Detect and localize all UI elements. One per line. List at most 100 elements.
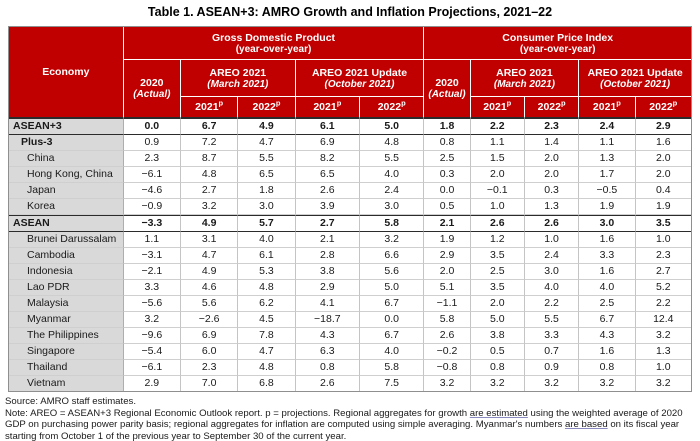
value-cell: 1.3 — [524, 199, 580, 215]
value-cell: 1.0 — [470, 199, 525, 215]
table-row: Malaysia −5.6 5.6 6.2 4.1 6.7 −1.1 2.0 2.2 2.5 2.2 — [9, 296, 691, 312]
economy-cell: Brunei Darussalam — [9, 232, 124, 248]
table-row: Singapore −5.4 6.0 4.7 6.3 4.0 −0.2 0.5 0.7 1.6 1.… — [9, 344, 691, 360]
value-cell: 2.5 — [470, 264, 525, 280]
value-cell: 1.6 — [579, 232, 636, 248]
value-cell: 0.8 — [424, 135, 471, 151]
value-cell: 4.9 — [238, 118, 296, 135]
table-row: Cambodia −3.1 4.7 6.1 2.8 6.6 2.9 3.5 2.4 3.3 2.3 — [9, 248, 691, 264]
note-underlined-phrase: are estimated — [469, 407, 528, 419]
economy-cell: Myanmar — [9, 312, 124, 328]
value-cell: 4.1 — [295, 296, 360, 312]
table-row: Vietnam 2.9 7.0 6.8 2.6 7.5 3.2 3.2 3.2 3.2 3.2 — [9, 376, 691, 391]
value-cell: 4.7 — [238, 344, 296, 360]
cpi-areo-march-sublabel: (March 2021) — [493, 78, 555, 90]
gdp-2020-label: 2020 — [140, 77, 164, 89]
value-cell: −6.1 — [123, 360, 181, 376]
value-cell: 12.4 — [635, 312, 691, 328]
economy-cell: Malaysia — [9, 296, 124, 312]
value-cell: 5.3 — [238, 264, 296, 280]
value-cell: 3.8 — [295, 264, 360, 280]
value-cell: 2.0 — [635, 167, 691, 183]
value-cell: −6.1 — [123, 167, 181, 183]
economy-cell: Thailand — [9, 360, 124, 376]
value-cell: −0.9 — [123, 199, 181, 215]
value-cell: 5.6 — [360, 264, 425, 280]
value-cell: 3.0 — [524, 264, 580, 280]
value-cell: 4.7 — [180, 248, 239, 264]
value-cell: 2.0 — [470, 167, 525, 183]
gdp-2020-actual-header: 2020 (Actual) — [123, 60, 181, 118]
economy-cell: China — [9, 151, 124, 167]
value-cell: 1.9 — [579, 199, 636, 215]
value-cell: 2.3 — [635, 248, 691, 264]
value-cell: 5.0 — [360, 118, 425, 135]
cpi-areo-update-header: AREO 2021 Update (October 2021) — [579, 60, 691, 97]
value-cell: 8.2 — [295, 151, 360, 167]
table-notes: Source: AMRO staff estimates. Note: AREO… — [5, 396, 695, 441]
value-cell: −0.5 — [579, 183, 636, 199]
value-cell: −5.4 — [123, 344, 181, 360]
value-cell: 2.9 — [424, 248, 471, 264]
value-cell: 3.2 — [360, 232, 425, 248]
value-cell: 6.2 — [238, 296, 296, 312]
table-title: Table 1. ASEAN+3: AMRO Growth and Inflat… — [147, 5, 553, 19]
economy-cell: ASEAN+3 — [9, 118, 124, 135]
value-cell: 2.2 — [635, 296, 691, 312]
table-header: Economy Gross Domestic Product (year-ove… — [9, 27, 691, 118]
value-cell: 7.2 — [180, 135, 239, 151]
economy-cell: Japan — [9, 183, 124, 199]
source-line: Source: AMRO staff estimates. — [5, 396, 136, 407]
table-row: Korea −0.9 3.2 3.0 3.9 3.0 0.5 1.0 1.3 1.9 1.9 — [9, 199, 691, 215]
value-cell: 0.3 — [424, 167, 471, 183]
economy-column-header: Economy — [9, 27, 124, 118]
table-row: ASEAN+3 0.0 6.7 4.9 6.1 5.0 1.8 2.2 2.3 2.4 2.9 — [9, 118, 691, 135]
value-cell: 2.8 — [295, 248, 360, 264]
value-cell: 2.0 — [635, 151, 691, 167]
value-cell: 2.6 — [295, 376, 360, 391]
gdp-areo-update-header: AREO 2021 Update (October 2021) — [295, 60, 425, 97]
value-cell: 2.4 — [360, 183, 425, 199]
economy-cell: Korea — [9, 199, 124, 215]
value-cell: 1.3 — [635, 344, 691, 360]
value-cell: −18.7 — [295, 312, 360, 328]
economy-cell: Lao PDR — [9, 280, 124, 296]
cpi-group-sublabel: (year-over-year) — [519, 43, 596, 55]
value-cell: 0.0 — [123, 118, 181, 135]
value-cell: 5.5 — [360, 151, 425, 167]
value-cell: 3.3 — [524, 328, 580, 344]
cpi-march-2022p-header: 2022p — [524, 97, 580, 118]
value-cell: 2.5 — [579, 296, 636, 312]
value-cell: 4.5 — [238, 312, 296, 328]
cpi-2020-label: 2020 — [435, 77, 459, 89]
value-cell: 2.0 — [524, 167, 580, 183]
value-cell: 0.7 — [524, 344, 580, 360]
value-cell: 1.1 — [470, 135, 525, 151]
value-cell: 3.5 — [635, 215, 691, 232]
value-cell: 2.7 — [180, 183, 239, 199]
economy-cell: Vietnam — [9, 376, 124, 391]
value-cell: 5.6 — [180, 296, 239, 312]
table-row: Myanmar 3.2 −2.6 4.5 −18.7 0.0 5.8 5.0 5.5 6.7 12.… — [9, 312, 691, 328]
value-cell: 8.7 — [180, 151, 239, 167]
value-cell: 1.6 — [579, 264, 636, 280]
value-cell: 0.0 — [360, 312, 425, 328]
value-cell: 7.5 — [360, 376, 425, 391]
gdp-areo-update-sublabel: (October 2021) — [324, 78, 395, 90]
economy-cell: Hong Kong, China — [9, 167, 124, 183]
value-cell: 2.3 — [180, 360, 239, 376]
gdp-group-header: Gross Domestic Product (year-over-year) — [123, 27, 425, 60]
cpi-areo-march-label: AREO 2021 — [496, 66, 553, 79]
value-cell: 0.4 — [635, 183, 691, 199]
value-cell: 2.9 — [635, 118, 691, 135]
value-cell: 4.8 — [238, 360, 296, 376]
gdp-areo-march-sublabel: (March 2021) — [207, 78, 269, 90]
value-cell: 0.9 — [524, 360, 580, 376]
value-cell: 1.6 — [579, 344, 636, 360]
value-cell: 4.8 — [180, 167, 239, 183]
table-row: Plus-3 0.9 7.2 4.7 6.9 4.8 0.8 1.1 1.4 1.1 1.6 — [9, 135, 691, 151]
note-segment: using the weighted average of 2020 GDP o… — [5, 407, 683, 431]
value-cell: 2.2 — [524, 296, 580, 312]
value-cell: 6.9 — [180, 328, 239, 344]
table-row: China 2.3 8.7 5.5 8.2 5.5 2.5 1.5 2.0 1.3 2.0 — [9, 151, 691, 167]
